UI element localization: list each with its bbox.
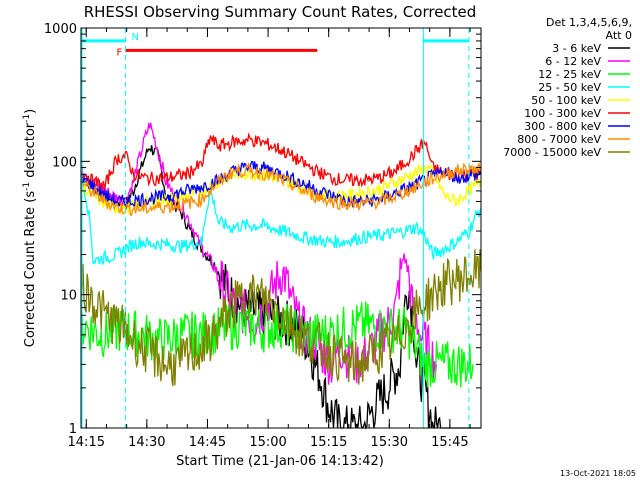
x-tick-label-6: 15:45 [431, 435, 468, 450]
y-tick-label-1: 10 [60, 289, 77, 304]
legend-label-3: 25 - 50 keV [538, 81, 601, 94]
x-tick-label-2: 14:45 [189, 435, 226, 450]
series-line-7 [80, 161, 482, 217]
series-line-0 [81, 145, 481, 430]
x-tick-label-1: 14:30 [128, 435, 165, 450]
y-axis-label-sup1: -1 [22, 182, 32, 191]
series-line-8 [80, 249, 482, 387]
x-tick-label-3: 15:00 [249, 435, 286, 450]
y-axis-label-end: ) [23, 109, 38, 114]
legend-label-1: 6 - 12 keV [545, 55, 601, 68]
x-tick-label-0: 14:15 [68, 435, 105, 450]
x-axis-ticks: 14:15 14:30 14:45 15:00 15:15 15:30 15:45 [68, 28, 471, 450]
y-tick-label-2: 100 [52, 155, 77, 170]
y-axis-label-mid: detector [23, 122, 38, 182]
series-line-1 [80, 122, 438, 385]
plot-frame [80, 27, 482, 429]
x-tick-label-4: 15:15 [310, 435, 347, 450]
series-layer [80, 122, 482, 430]
legend-header-1: Det 1,3,4,5,6,9, [546, 16, 632, 29]
y-axis-label: Corrected Count Rate (s-1 detector-1) [22, 109, 38, 347]
series-line-5 [80, 132, 482, 192]
x-tick-label-5: 15:30 [371, 435, 408, 450]
y-axis-ticks: 1 10 100 1000 [44, 22, 481, 437]
y-tick-label-3: 1000 [44, 22, 77, 37]
night-day-boundaries [81, 28, 470, 428]
legend-label-4: 50 - 100 keV [531, 94, 601, 107]
footer-date: 13-Oct-2021 18:05 [560, 469, 636, 478]
legend-label-8: 7000 - 15000 keV [503, 146, 601, 159]
x-axis-label: Start Time (21-Jan-06 14:13:42) [176, 454, 384, 469]
y-axis-label-main: Corrected Count Rate (s [23, 191, 38, 348]
legend-label-2: 12 - 25 keV [538, 68, 601, 81]
series-line-3 [80, 173, 482, 265]
marker-label-0: F [116, 47, 122, 58]
legend-label-5: 100 - 300 keV [524, 107, 601, 120]
legend-label-7: 800 - 7000 keV [517, 133, 601, 146]
y-tick-label-0: 1 [69, 422, 77, 437]
marker-bars: FN [81, 32, 469, 58]
legend-header-2: Att 0 [606, 29, 632, 42]
chart-title: RHESSI Observing Summary Count Rates, Co… [84, 3, 477, 21]
legend-label-6: 300 - 800 keV [524, 120, 601, 133]
y-axis-label-sup2: -1 [22, 114, 32, 123]
series-line-4 [80, 163, 482, 215]
legend-label-0: 3 - 6 keV [552, 42, 601, 55]
marker-label-1: N [131, 32, 138, 43]
